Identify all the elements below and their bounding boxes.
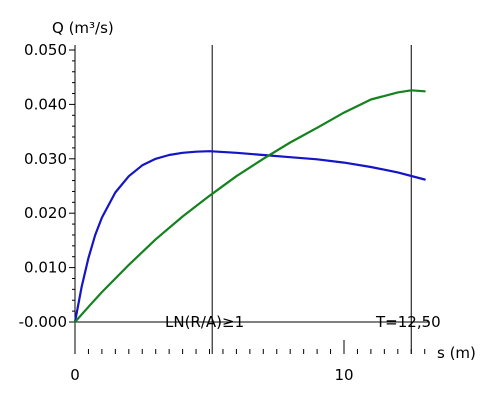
- series-line-0: [73, 150, 426, 324]
- y-tick-label: 0.040: [24, 95, 67, 113]
- x-axis: 0 10 s (m): [69, 321, 476, 384]
- y-ticks: -0.000 0.010 0.020 0.030 0.040 0.050: [19, 41, 75, 331]
- y-tick-label: 0.050: [24, 41, 67, 59]
- annotation-label: LN(R/A)≥1: [165, 313, 244, 331]
- x-axis-label: s (m): [437, 344, 476, 362]
- x-tick-label: 10: [334, 366, 353, 384]
- y-axis-label: Q (m³/s): [52, 19, 114, 37]
- series-group: [73, 89, 426, 324]
- x-tick-label: 0: [70, 366, 80, 384]
- y-tick-label: 0.030: [24, 150, 67, 168]
- annotation-label: T=12,50: [375, 313, 441, 331]
- y-axis: -0.000 0.010 0.020 0.030 0.040 0.050 Q (m³/s): [19, 19, 114, 354]
- y-tick-label: 0.020: [24, 204, 67, 222]
- y-tick-label: 0.010: [24, 259, 67, 277]
- y-tick-label: -0.000: [19, 313, 67, 331]
- series-line-1: [73, 89, 426, 324]
- x-ticks: 0 10: [70, 340, 426, 384]
- annotations: LN(R/A)≥1 T=12,50: [75, 45, 441, 354]
